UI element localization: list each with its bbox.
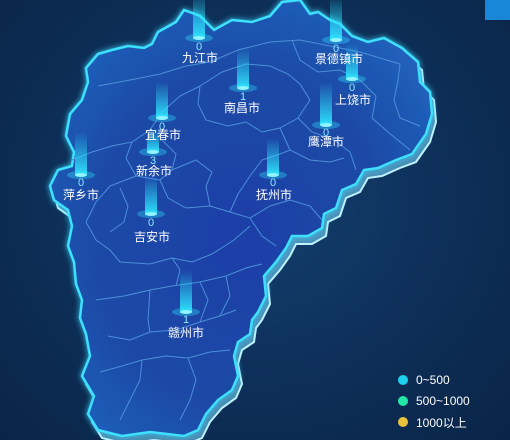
legend-item-low[interactable]: 0~500 — [398, 370, 508, 390]
legend-label: 500~1000 — [416, 394, 470, 408]
city-value: 1 — [240, 91, 246, 103]
marker-pingxiang: 0 — [67, 132, 95, 189]
marker-fuzhou: 0 — [259, 138, 287, 189]
city-value: 0 — [323, 127, 329, 139]
city-value: 0 — [148, 217, 154, 229]
legend-item-mid[interactable]: 500~1000 — [398, 391, 508, 411]
legend-label: 0~500 — [416, 373, 450, 387]
city-value: 0 — [196, 41, 202, 53]
marker-yichun: 0 — [148, 82, 176, 133]
city-label-jingdezhen: 景德镇市 — [315, 51, 363, 66]
legend-dot — [398, 375, 408, 385]
city-label-yichun: 宜春市 — [145, 127, 181, 142]
city-label-fuzhou: 抚州市 — [256, 187, 292, 202]
legend-label: 1000以上 — [416, 415, 467, 430]
city-value: 3 — [150, 155, 156, 167]
city-label-jiujiang: 九江市 — [182, 50, 218, 65]
marker-yingtan: 0 — [312, 82, 340, 139]
marker-jingdezhen: 0 — [322, 0, 350, 55]
marker-ganzhou: 1 — [172, 270, 200, 326]
city-label-yingtan: 鹰潭市 — [308, 134, 344, 149]
legend-dot — [398, 396, 408, 406]
city-markers: 0 0 0 1 0 0 — [67, 0, 366, 326]
legend-dot — [398, 417, 408, 427]
city-labels: 九江市 景德镇市 上饶市 南昌市 鹰潭市 宜春市 新余市 抚州市 萍乡市 吉安市… — [63, 50, 371, 340]
city-value: 1 — [183, 314, 189, 326]
city-label-xinyu: 新余市 — [136, 163, 172, 178]
city-value: 0 — [333, 43, 339, 55]
city-label-shangrao: 上饶市 — [335, 92, 371, 107]
marker-shangrao: 0 — [338, 44, 366, 94]
marker-jian: 0 — [137, 176, 165, 229]
marker-nanchang: 1 — [229, 48, 257, 103]
city-label-nanchang: 南昌市 — [224, 100, 260, 115]
city-label-jian: 吉安市 — [134, 229, 170, 244]
city-label-ganzhou: 赣州市 — [168, 325, 204, 340]
city-value: 0 — [78, 177, 84, 189]
map-legend: 0~500 500~1000 1000以上 — [398, 370, 508, 433]
legend-item-high[interactable]: 1000以上 — [398, 412, 508, 432]
city-value: 0 — [349, 82, 355, 94]
city-label-pingxiang: 萍乡市 — [63, 187, 99, 202]
city-value: 0 — [159, 121, 165, 133]
corner-tab[interactable] — [485, 0, 510, 20]
marker-xinyu: 3 — [139, 128, 167, 167]
marker-jiujiang: 0 — [185, 0, 213, 53]
city-value: 0 — [270, 177, 276, 189]
